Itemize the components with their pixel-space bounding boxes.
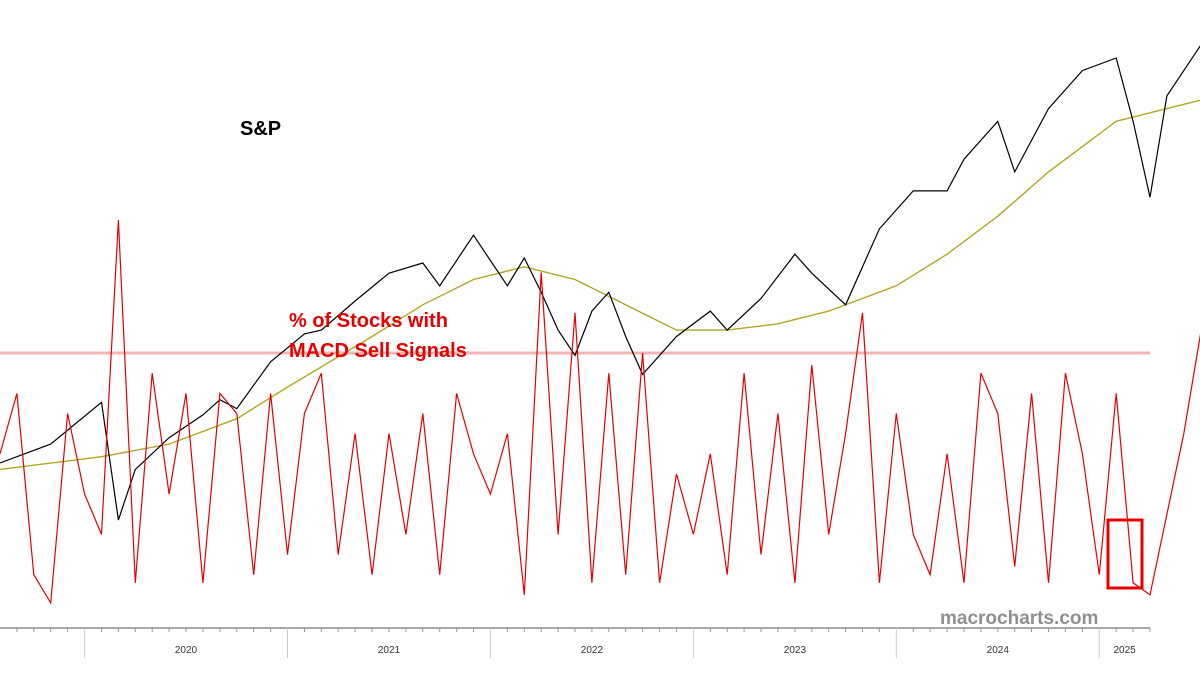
x-tick-label: 2021	[378, 645, 401, 656]
macd-sell-line	[0, 220, 1200, 605]
x-tick-label: 2023	[784, 645, 807, 656]
highlight-box	[1106, 518, 1144, 590]
moving-average-layer	[0, 99, 1200, 471]
sp-layer	[0, 45, 1200, 521]
x-tick-label: 2022	[581, 645, 604, 656]
moving-average-line	[0, 99, 1200, 471]
macd-label-line-2: MACD Sell Signals	[289, 340, 467, 362]
x-axis: 2020 2021 2022 2023 2024 2025	[0, 627, 1151, 658]
x-tick-label: 2024	[987, 645, 1010, 656]
sp-price-line	[0, 45, 1200, 521]
x-tick-label: 2020	[175, 645, 198, 656]
watermark: macrocharts.com	[940, 608, 1098, 629]
sp-series-label: S&P	[240, 118, 281, 140]
x-tick-label: 2025	[1113, 645, 1136, 656]
macd-label-line-1: % of Stocks with	[289, 310, 448, 332]
macd-layer	[0, 220, 1200, 605]
